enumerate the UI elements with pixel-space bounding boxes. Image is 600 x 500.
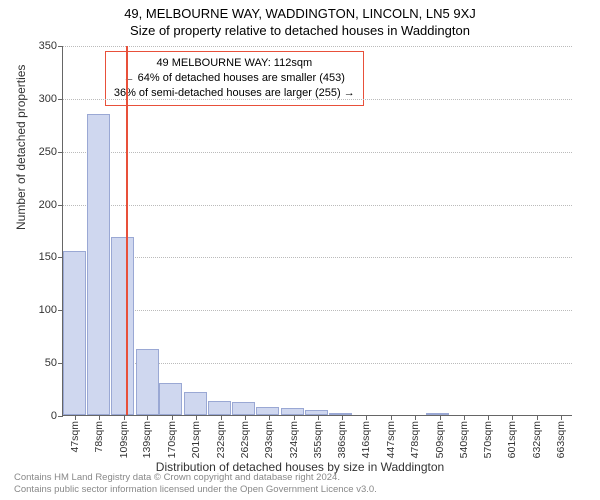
footer-line-1: Contains HM Land Registry data © Crown c… — [14, 472, 377, 484]
gridline-h — [63, 257, 572, 258]
xtick-label: 601sqm — [506, 421, 518, 458]
annotation-box: 49 MELBOURNE WAY: 112sqm ← 64% of detach… — [105, 51, 364, 106]
footer-attribution: Contains HM Land Registry data © Crown c… — [14, 472, 377, 496]
plot-area: 49 MELBOURNE WAY: 112sqm ← 64% of detach… — [62, 46, 572, 416]
xtick-mark — [391, 415, 392, 420]
histogram-bar — [111, 237, 134, 415]
xtick-mark — [512, 415, 513, 420]
xtick-mark — [294, 415, 295, 420]
ytick-mark — [58, 205, 63, 206]
gridline-h — [63, 99, 572, 100]
histogram-bar — [232, 402, 255, 415]
annotation-line-1: 49 MELBOURNE WAY: 112sqm — [114, 56, 355, 71]
gridline-h — [63, 152, 572, 153]
ytick-mark — [58, 46, 63, 47]
xtick-label: 416sqm — [360, 421, 372, 458]
xtick-label: 540sqm — [458, 421, 470, 458]
xtick-mark — [196, 415, 197, 420]
ytick-label: 150 — [39, 251, 57, 263]
annotation-line-2: ← 64% of detached houses are smaller (45… — [114, 71, 355, 86]
xtick-mark — [440, 415, 441, 420]
xtick-mark — [221, 415, 222, 420]
xtick-label: 47sqm — [69, 421, 81, 453]
xtick-label: 478sqm — [409, 421, 421, 458]
xtick-mark — [99, 415, 100, 420]
xtick-mark — [342, 415, 343, 420]
xtick-mark — [124, 415, 125, 420]
histogram-bar — [305, 410, 328, 415]
xtick-label: 232sqm — [215, 421, 227, 458]
xtick-mark — [464, 415, 465, 420]
xtick-label: 324sqm — [288, 421, 300, 458]
xtick-label: 293sqm — [263, 421, 275, 458]
ytick-label: 200 — [39, 199, 57, 211]
histogram-bar — [426, 413, 449, 415]
xtick-label: 509sqm — [434, 421, 446, 458]
ytick-label: 250 — [39, 146, 57, 158]
gridline-h — [63, 46, 572, 47]
histogram-bar — [281, 408, 304, 415]
ytick-mark — [58, 99, 63, 100]
ytick-label: 50 — [45, 357, 57, 369]
page-title-address: 49, MELBOURNE WAY, WADDINGTON, LINCOLN, … — [0, 0, 600, 21]
property-marker-line — [126, 46, 128, 415]
histogram-bar — [329, 413, 352, 415]
y-axis-label: Number of detached properties — [14, 65, 28, 230]
ytick-mark — [58, 416, 63, 417]
histogram-bar — [184, 392, 207, 415]
xtick-mark — [318, 415, 319, 420]
xtick-label: 570sqm — [482, 421, 494, 458]
ytick-label: 100 — [39, 304, 57, 316]
xtick-mark — [561, 415, 562, 420]
xtick-label: 201sqm — [190, 421, 202, 458]
histogram-bar — [63, 251, 86, 415]
xtick-mark — [366, 415, 367, 420]
xtick-label: 109sqm — [118, 421, 130, 458]
footer-line-2: Contains public sector information licen… — [14, 484, 377, 496]
gridline-h — [63, 205, 572, 206]
ytick-label: 300 — [39, 93, 57, 105]
xtick-label: 139sqm — [141, 421, 153, 458]
xtick-mark — [269, 415, 270, 420]
xtick-label: 386sqm — [336, 421, 348, 458]
xtick-label: 663sqm — [555, 421, 567, 458]
gridline-h — [63, 310, 572, 311]
xtick-label: 170sqm — [166, 421, 178, 458]
histogram-bar — [159, 383, 182, 415]
ytick-mark — [58, 152, 63, 153]
xtick-mark — [488, 415, 489, 420]
xtick-label: 262sqm — [239, 421, 251, 458]
histogram-bar — [256, 407, 279, 415]
histogram-chart: 49 MELBOURNE WAY: 112sqm ← 64% of detach… — [62, 46, 572, 416]
xtick-label: 355sqm — [312, 421, 324, 458]
ytick-label: 350 — [39, 40, 57, 52]
xtick-mark — [147, 415, 148, 420]
xtick-label: 447sqm — [385, 421, 397, 458]
xtick-mark — [537, 415, 538, 420]
xtick-label: 78sqm — [93, 421, 105, 453]
xtick-label: 632sqm — [531, 421, 543, 458]
ytick-label: 0 — [51, 410, 57, 422]
page-subtitle: Size of property relative to detached ho… — [0, 21, 600, 38]
histogram-bar — [87, 114, 110, 415]
xtick-mark — [245, 415, 246, 420]
histogram-bar — [136, 349, 159, 415]
xtick-mark — [75, 415, 76, 420]
xtick-mark — [415, 415, 416, 420]
xtick-mark — [172, 415, 173, 420]
histogram-bar — [208, 401, 231, 415]
